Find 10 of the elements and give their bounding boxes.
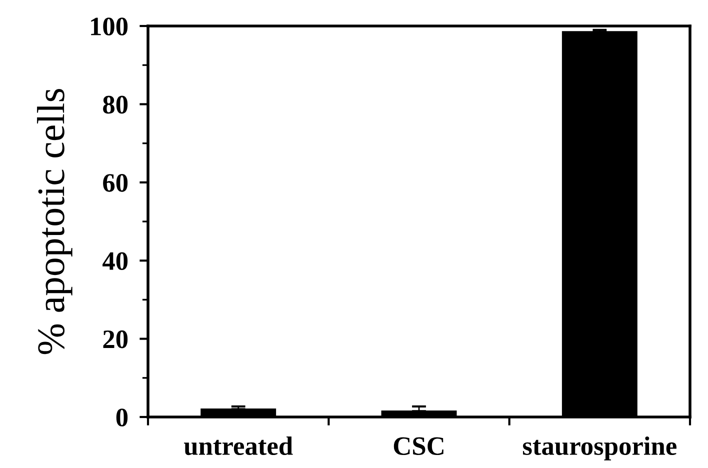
- y-tick-label: 60: [103, 174, 128, 192]
- y-axis-title: % apoptotic cells: [37, 89, 72, 354]
- y-tick-label: 20: [103, 330, 128, 348]
- x-tick-label: staurosporine: [522, 436, 676, 460]
- y-tick-label: 80: [103, 96, 128, 114]
- x-tick-label: CSC: [394, 437, 444, 456]
- y-tick-label: 100: [91, 18, 128, 36]
- y-tick-label: 40: [102, 252, 128, 270]
- y-tick-label: 0: [116, 408, 128, 426]
- x-tick-label: untreated: [184, 436, 293, 456]
